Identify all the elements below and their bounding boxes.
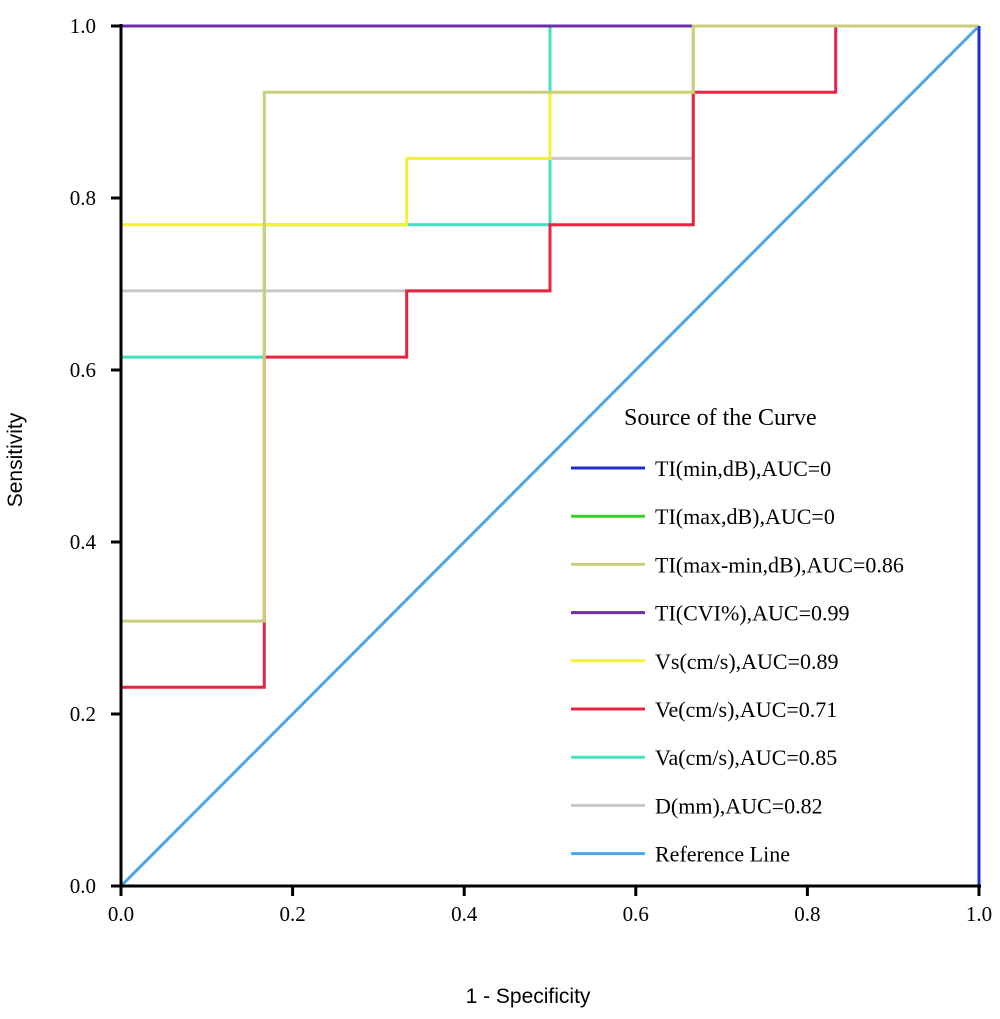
y-tick-label: 0.4 xyxy=(70,530,97,554)
y-tick-label: 0.2 xyxy=(70,702,96,726)
x-tick-label: 1.0 xyxy=(966,902,992,926)
legend-label: Va(cm/s),AUC=0.85 xyxy=(655,745,837,770)
series-line-reference-line xyxy=(119,24,981,888)
legend-label: Vs(cm/s),AUC=0.89 xyxy=(655,649,839,674)
axes xyxy=(113,24,981,888)
legend-label: TI(max-min,dB),AUC=0.86 xyxy=(655,552,904,577)
plot-area xyxy=(119,24,981,888)
legend: Source of the Curve TI(min,dB),AUC=0 TI(m… xyxy=(571,405,904,867)
ticks: 0.0 0.2 0.4 0.6 0.8 1.0 0.0 0.2 0.4 0.6 0.8 1.0 xyxy=(70,14,992,926)
y-tick-label: 0.8 xyxy=(70,186,96,210)
legend-label: Ve(cm/s),AUC=0.71 xyxy=(655,697,837,722)
legend-label: D(mm),AUC=0.82 xyxy=(655,793,823,818)
x-tick-label: 0.6 xyxy=(623,902,649,926)
legend-label: TI(max,dB),AUC=0 xyxy=(655,504,835,529)
x-axis-label: 1 - Specificity xyxy=(466,985,591,1008)
x-tick-label: 0.2 xyxy=(279,902,305,926)
legend-title: Source of the Curve xyxy=(624,405,817,431)
y-tick-label: 0.0 xyxy=(70,874,96,898)
legend-label: Reference Line xyxy=(655,842,790,867)
y-tick-label: 1.0 xyxy=(70,14,96,38)
legend-label: TI(CVI%),AUC=0.99 xyxy=(655,601,850,626)
legend-label: TI(min,dB),AUC=0 xyxy=(655,456,831,481)
x-tick-label: 0.0 xyxy=(108,902,134,926)
x-tick-label: 0.8 xyxy=(794,902,820,926)
x-tick-label: 0.4 xyxy=(451,902,478,926)
series-line-ti-max-min-db-auc-0-86 xyxy=(119,24,979,886)
y-tick-label: 0.6 xyxy=(70,358,96,382)
y-axis-label: Sensitivity xyxy=(4,412,27,507)
